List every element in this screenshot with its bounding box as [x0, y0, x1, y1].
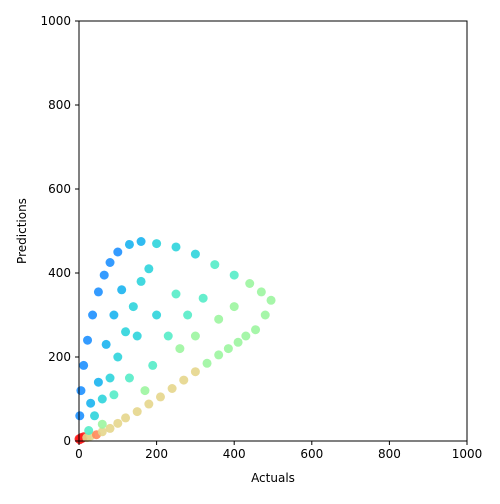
scatter-point	[266, 295, 276, 305]
scatter-point	[86, 398, 96, 408]
scatter-point	[144, 264, 154, 274]
scatter-point	[152, 239, 162, 249]
scatter-point	[121, 413, 131, 423]
x-tick-label: 0	[75, 447, 83, 461]
scatter-point	[198, 293, 208, 303]
scatter-point	[152, 310, 162, 320]
scatter-point	[117, 285, 127, 295]
scatter-point	[245, 279, 255, 288]
scatter-point	[79, 360, 89, 370]
scatter-point	[190, 331, 200, 341]
scatter-point	[97, 427, 107, 437]
scatter-point	[179, 375, 189, 385]
axis-layer: 0 200 400 600 800 1000 0 200 400 600 800 1000	[40, 14, 482, 461]
x-tick-label: 1000	[452, 447, 483, 461]
scatter-point	[84, 426, 94, 435]
scatter-point	[136, 276, 146, 286]
scatter-point	[190, 249, 200, 259]
x-tick-label: 200	[145, 447, 168, 461]
y-tick-label: 600	[48, 182, 71, 196]
scatter-point	[113, 352, 123, 362]
x-tick-label: 600	[300, 447, 323, 461]
points-layer	[74, 237, 276, 445]
scatter-point	[97, 419, 107, 429]
scatter-point	[136, 237, 146, 246]
scatter-point	[109, 390, 119, 400]
scatter-point	[105, 258, 115, 267]
scatter-point	[163, 331, 173, 341]
scatter-point	[99, 270, 109, 280]
scatter-point	[121, 327, 131, 337]
scatter-point	[241, 331, 251, 341]
scatter-point	[97, 394, 107, 404]
scatter-point	[90, 411, 100, 421]
y-tick-label: 200	[48, 350, 71, 364]
scatter-point	[233, 337, 243, 347]
y-tick-label: 800	[48, 98, 71, 112]
scatter-point	[76, 386, 86, 396]
scatter-point	[132, 407, 142, 417]
scatter-point	[175, 344, 185, 354]
scatter-point	[93, 377, 103, 387]
y-tick-label: 0	[63, 434, 71, 448]
scatter-point	[109, 310, 119, 320]
scatter-point	[124, 373, 134, 383]
scatter-point	[128, 302, 138, 312]
scatter-point	[229, 302, 239, 312]
scatter-point	[148, 360, 158, 370]
scatter-point	[214, 350, 224, 360]
scatter-point	[171, 289, 181, 299]
scatter-point	[251, 325, 261, 335]
scatter-point	[105, 423, 115, 433]
scatter-point	[223, 344, 233, 354]
scatter-point	[155, 392, 165, 402]
y-tick-label: 1000	[40, 14, 71, 28]
scatter-point	[93, 287, 103, 297]
x-axis-label: Actuals	[251, 471, 295, 485]
scatter-point	[140, 386, 150, 396]
y-axis-label: Predictions	[15, 198, 29, 264]
scatter-point	[113, 418, 123, 428]
scatter-point	[214, 314, 224, 324]
x-tick-label: 400	[223, 447, 246, 461]
scatter-point	[101, 339, 111, 349]
scatter-point	[132, 331, 142, 341]
scatter-point	[183, 310, 193, 320]
scatter-point	[171, 242, 181, 252]
scatter-point	[124, 239, 134, 249]
scatter-point	[190, 367, 200, 377]
scatter-point	[256, 287, 266, 297]
x-tick-label: 800	[378, 447, 401, 461]
scatter-point	[229, 270, 239, 280]
scatter-point	[83, 335, 93, 345]
scatter-point	[202, 358, 212, 368]
scatter-point	[260, 310, 270, 320]
scatter-point	[167, 384, 177, 393]
plot-frame	[78, 20, 468, 442]
scatter-point	[113, 247, 123, 257]
y-tick-label: 400	[48, 266, 71, 280]
scatter-point	[144, 399, 154, 409]
scatter-point	[105, 373, 115, 383]
scatter-point	[88, 310, 98, 320]
scatter-point	[210, 260, 220, 270]
scatter-point	[75, 411, 85, 421]
